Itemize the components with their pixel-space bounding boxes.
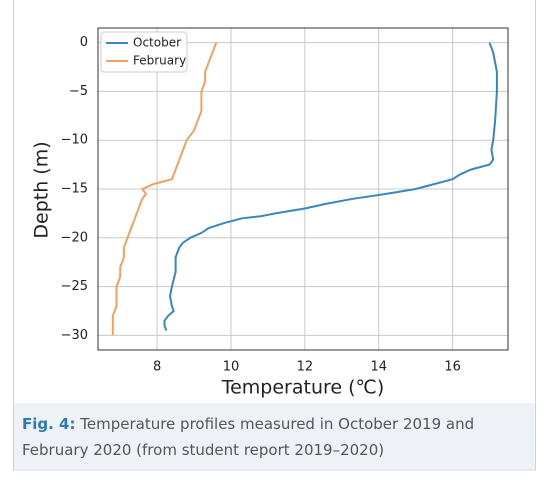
plot-frame xyxy=(97,27,509,351)
y-axis-label: Depth (m) xyxy=(31,141,53,238)
x-tick-label: 12 xyxy=(297,360,314,375)
y-tick-label: −20 xyxy=(61,230,88,245)
figure-border xyxy=(13,0,536,471)
data-line xyxy=(163,42,498,331)
x-tick-label: 14 xyxy=(370,360,387,375)
x-axis-label: Temperature (℃) xyxy=(221,377,385,399)
y-tick-label: −30 xyxy=(61,328,88,343)
caption-text: Temperature profiles measured in October… xyxy=(22,415,475,459)
y-tick-label: 0 xyxy=(80,35,88,50)
x-tick-label: 10 xyxy=(223,360,240,375)
y-tick-label: −15 xyxy=(61,182,88,197)
data-line xyxy=(111,42,218,336)
legend-label: February xyxy=(133,54,186,68)
y-tick-label: −5 xyxy=(69,84,88,99)
y-tick-label: −10 xyxy=(61,133,88,148)
legend-label: October xyxy=(133,36,181,50)
caption-label: Fig. 4: xyxy=(22,415,76,433)
x-tick-label: 16 xyxy=(444,360,461,375)
y-tick-label: −25 xyxy=(61,279,88,294)
x-tick-label: 8 xyxy=(153,360,161,375)
caption: Fig. 4: Temperature profiles measured in… xyxy=(14,403,535,469)
